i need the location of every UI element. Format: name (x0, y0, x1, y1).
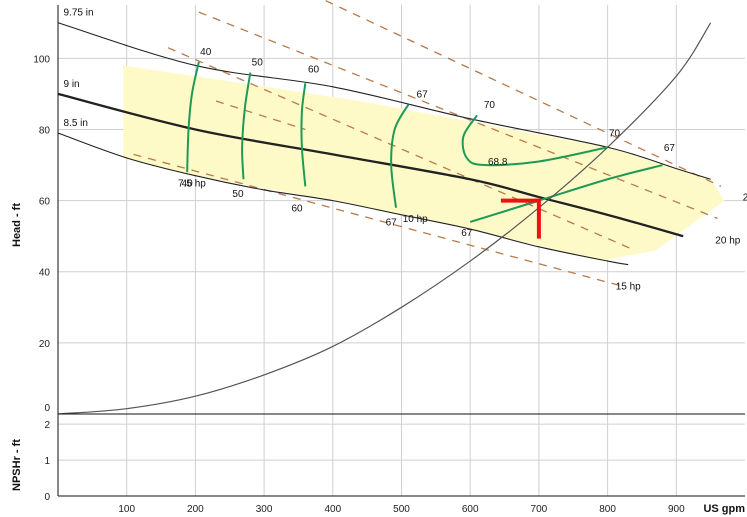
flow-tick-label: 800 (599, 504, 616, 515)
head-tick-label: 20 (39, 339, 51, 350)
efficiency-label: 67 (664, 143, 676, 154)
head-tick-label: 0 (44, 403, 50, 414)
efficiency-label: 50 (252, 57, 264, 68)
impeller-label: 8.5 in (63, 118, 87, 129)
efficiency-contour (390, 104, 410, 208)
efficiency-label: 40 (182, 178, 194, 189)
efficiency-label: 67 (417, 89, 429, 100)
impeller-curve (57, 132, 629, 266)
power-line (215, 100, 306, 131)
efficiency-contour (186, 61, 200, 173)
head-tick-label: 60 (39, 197, 51, 208)
head-tick-label: 80 (39, 125, 51, 136)
efficiency-label: 67 (386, 218, 398, 229)
impeller-curve (57, 22, 711, 180)
power-line (167, 47, 636, 251)
npsh-tick-label: 1 (44, 456, 50, 467)
chart-labels: 9.75 in 9 in 8.5 in 40 50 60 67 70 70 67 68.8 40 50 6… (63, 8, 747, 293)
head-axis-title: Head - ft (11, 203, 23, 247)
npsh-tick-label: 2 (44, 420, 50, 431)
axes: 0 20 40 60 80 100 0 1 2 100 200 300 400 500 600 700 800 9… (33, 5, 745, 515)
head-tick-label: 100 (33, 54, 50, 65)
efficiency-label: 70 (484, 100, 496, 111)
flow-tick-label: 600 (462, 504, 479, 515)
efficiency-label: 68.8 (488, 157, 508, 168)
operating-region (123, 65, 725, 262)
efficiency-label: 40 (200, 47, 212, 58)
power-label: 20 hp (715, 235, 740, 246)
power-label: 10 hp (403, 214, 428, 225)
flow-tick-label: 300 (256, 504, 273, 515)
efficiency-label: 50 (232, 189, 244, 200)
flow-tick-label: 100 (118, 504, 135, 515)
system-curve (57, 22, 712, 415)
npsh-tick-label: 0 (44, 492, 50, 503)
flow-tick-label: 200 (187, 504, 204, 515)
efficiency-contour (300, 83, 307, 187)
head-tick-label: 40 (39, 268, 51, 279)
efficiency-contour (461, 114, 608, 167)
flow-axis-title: US gpm (703, 503, 745, 515)
power-line (198, 11, 718, 219)
flow-tick-label: 700 (531, 504, 548, 515)
power-label: 25 hp (743, 193, 747, 204)
flow-tick-label: 900 (668, 504, 685, 515)
efficiency-contour (241, 72, 252, 180)
power-label: 15 hp (616, 282, 641, 293)
flow-tick-label: 500 (393, 504, 410, 515)
flow-tick-label: 400 (324, 504, 341, 515)
power-line (133, 153, 622, 287)
efficiency-label: 60 (292, 203, 304, 214)
duty-point (500, 198, 541, 239)
impeller-label: 9 in (63, 79, 79, 90)
efficiency-label: 60 (308, 65, 320, 76)
efficiency-label: 70 (609, 129, 621, 140)
power-lines (133, 0, 722, 287)
power-label: 7.5 hp (178, 178, 206, 189)
efficiency-contours (186, 61, 663, 223)
impeller-label: 9.75 in (63, 8, 93, 19)
operating-region-area (123, 65, 725, 262)
npshr-axis-title: NPSHr - ft (11, 439, 23, 491)
efficiency-contour (469, 164, 663, 223)
power-line (322, 0, 722, 187)
efficiency-label: 67 (461, 228, 473, 239)
system-curve-line (57, 22, 712, 415)
